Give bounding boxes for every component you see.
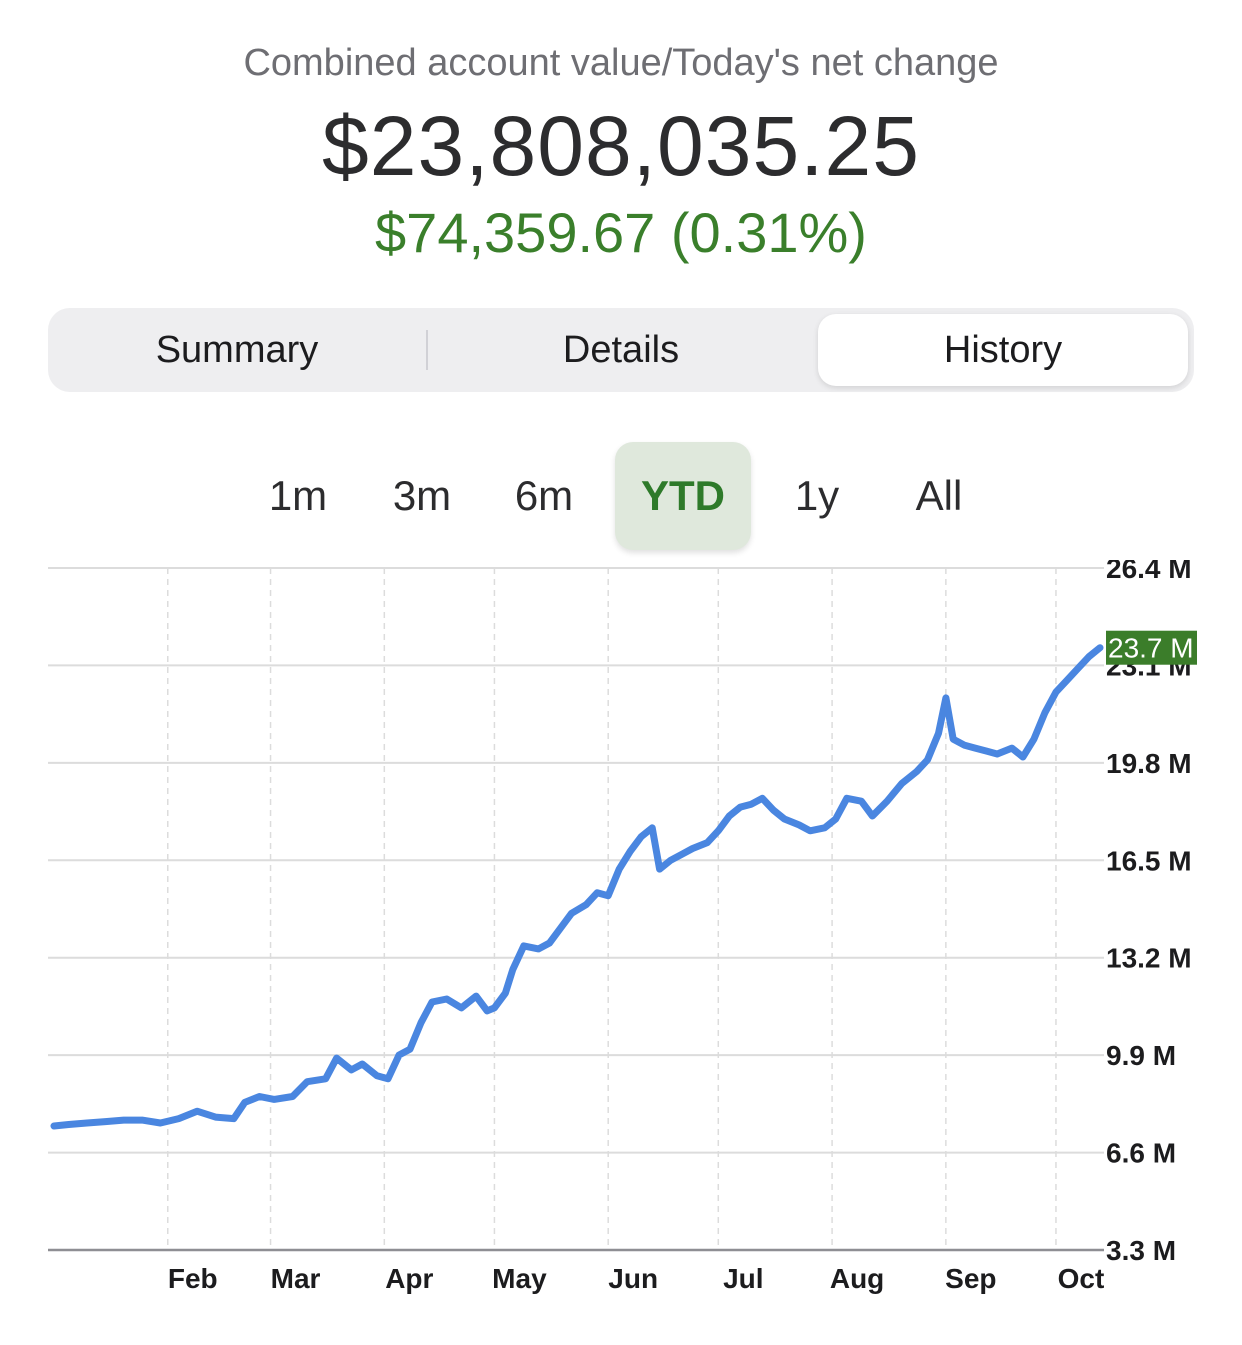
- x-tick-label: Mar: [271, 1263, 321, 1294]
- range-1m-button[interactable]: 1m: [268, 472, 328, 519]
- y-tick-label: 3.3 M: [1106, 1235, 1176, 1266]
- account-history-chart: 26.4 M23.1 M19.8 M16.5 M13.2 M9.9 M6.6 M…: [48, 560, 1197, 1294]
- x-tick-label: Sep: [945, 1263, 996, 1294]
- tab-summary[interactable]: Summary: [155, 328, 319, 371]
- range-6m-button[interactable]: 6m: [514, 472, 574, 519]
- x-tick-label: May: [492, 1263, 547, 1294]
- x-tick-label: Apr: [385, 1263, 433, 1294]
- y-tick-label: 13.2 M: [1106, 943, 1192, 974]
- y-tick-label: 19.8 M: [1106, 748, 1192, 779]
- y-tick-label: 6.6 M: [1106, 1138, 1176, 1169]
- current-value-badge: [1106, 630, 1197, 665]
- view-segmented-control: Summary Details History: [48, 308, 1194, 392]
- y-tick-label: 26.4 M: [1106, 560, 1192, 584]
- total-account-value: $23,808,035.25: [322, 99, 920, 193]
- range-all-button[interactable]: All: [915, 472, 963, 519]
- y-tick-label: 16.5 M: [1106, 845, 1192, 876]
- net-change-value: $74,359.67 (0.31%): [375, 201, 867, 264]
- time-range-selector: 1m 3m 6m YTD 1y All: [0, 442, 1242, 550]
- x-tick-label: Aug: [830, 1263, 884, 1294]
- range-1y-button[interactable]: 1y: [794, 472, 840, 519]
- x-tick-label: Feb: [168, 1263, 218, 1294]
- header-label: Combined account value/Today's net chang…: [243, 42, 999, 84]
- x-tick-label: Jun: [608, 1263, 658, 1294]
- range-3m-button[interactable]: 3m: [392, 472, 452, 519]
- x-tick-label: Jul: [723, 1263, 763, 1294]
- tab-details[interactable]: Details: [562, 328, 680, 371]
- current-value-label: 23.7 M: [1108, 633, 1194, 664]
- range-ytd-button[interactable]: YTD: [615, 442, 751, 550]
- x-tick-label: Oct: [1058, 1263, 1105, 1294]
- y-tick-label: 9.9 M: [1106, 1040, 1176, 1071]
- tab-history[interactable]: History: [818, 314, 1188, 386]
- account-value-line: [50, 644, 1104, 1130]
- segment-divider: [426, 330, 428, 370]
